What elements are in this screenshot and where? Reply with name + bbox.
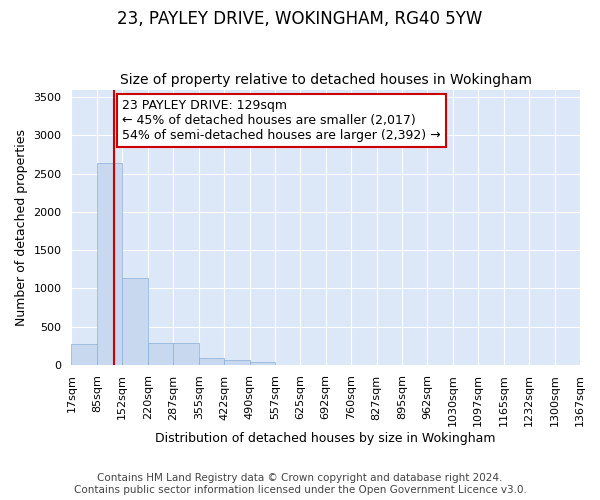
Bar: [148, 344, 173, 364]
X-axis label: Distribution of detached houses by size in Wokingham: Distribution of detached houses by size …: [155, 432, 496, 445]
Bar: [97, 163, 122, 364]
Bar: [122, 278, 148, 364]
Title: Size of property relative to detached houses in Wokingham: Size of property relative to detached ho…: [120, 73, 532, 87]
Bar: [173, 344, 199, 364]
Bar: [250, 362, 275, 364]
Bar: [224, 360, 250, 364]
Text: 23 PAYLEY DRIVE: 129sqm
← 45% of detached houses are smaller (2,017)
54% of semi: 23 PAYLEY DRIVE: 129sqm ← 45% of detache…: [122, 98, 441, 142]
Bar: [71, 344, 97, 364]
Text: 23, PAYLEY DRIVE, WOKINGHAM, RG40 5YW: 23, PAYLEY DRIVE, WOKINGHAM, RG40 5YW: [118, 10, 482, 28]
Y-axis label: Number of detached properties: Number of detached properties: [15, 128, 28, 326]
Bar: [199, 358, 224, 364]
Text: Contains HM Land Registry data © Crown copyright and database right 2024.
Contai: Contains HM Land Registry data © Crown c…: [74, 474, 526, 495]
